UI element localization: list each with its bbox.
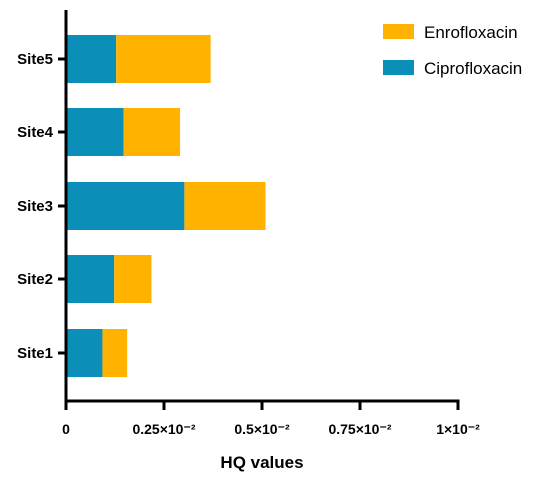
bar-site3-ciprofloxacin xyxy=(66,182,185,230)
x-tick-label: 1×10⁻² xyxy=(436,421,480,437)
legend: Enrofloxacin Ciprofloxacin xyxy=(383,23,522,78)
y-tick-label-site2: Site2 xyxy=(17,271,53,288)
bar-site4-enrofloxacin xyxy=(123,108,181,156)
bars-group xyxy=(66,35,266,377)
legend-label-ciprofloxacin: Ciprofloxacin xyxy=(424,59,522,78)
bar-site2-enrofloxacin xyxy=(114,255,152,303)
y-tick-label-site5: Site5 xyxy=(17,51,53,68)
legend-swatch-enrofloxacin xyxy=(383,24,414,39)
bar-site1-ciprofloxacin xyxy=(66,329,103,377)
bar-site5-enrofloxacin xyxy=(116,35,211,83)
axes-group: Site1 Site2 Site3 Site4 Site5 0 0.25×10⁻² 0.5×1… xyxy=(17,10,480,472)
x-axis-title: HQ values xyxy=(220,453,303,472)
y-tick-label-site4: Site4 xyxy=(17,124,54,141)
bar-site1-enrofloxacin xyxy=(102,329,128,377)
y-tick-label-site3: Site3 xyxy=(17,198,53,215)
bar-site4-ciprofloxacin xyxy=(66,108,124,156)
x-tick-label: 0.5×10⁻² xyxy=(234,421,290,437)
x-tick-label: 0.25×10⁻² xyxy=(132,421,195,437)
bar-site5-ciprofloxacin xyxy=(66,35,117,83)
bar-site3-enrofloxacin xyxy=(184,182,266,230)
legend-swatch-ciprofloxacin xyxy=(383,60,414,75)
y-tick-label-site1: Site1 xyxy=(17,345,53,362)
legend-label-enrofloxacin: Enrofloxacin xyxy=(424,23,518,42)
bar-site2-ciprofloxacin xyxy=(66,255,115,303)
x-tick-label: 0 xyxy=(62,421,70,437)
x-tick-label: 0.75×10⁻² xyxy=(328,421,391,437)
